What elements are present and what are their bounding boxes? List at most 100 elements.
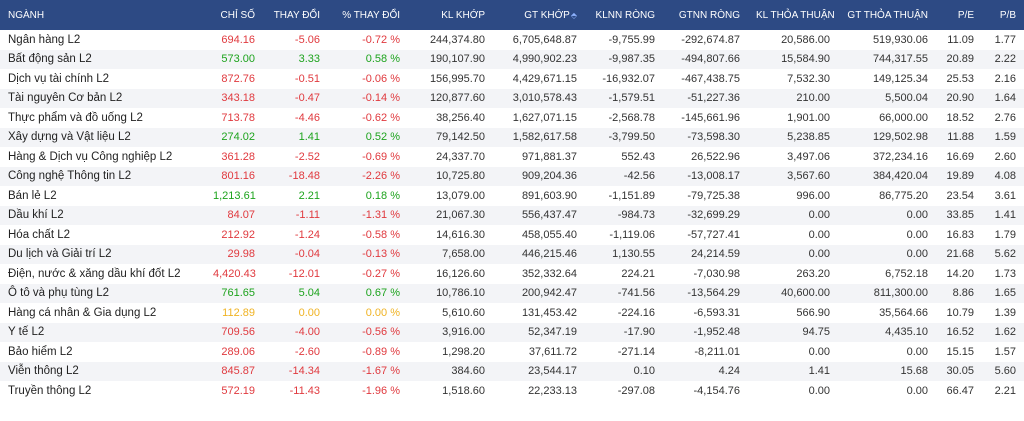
kl-khop-cell: 156,995.70 bbox=[429, 72, 485, 85]
pb-cell: 1.59 bbox=[994, 131, 1016, 144]
change-cell: -0.51 bbox=[294, 72, 320, 85]
table-row[interactable]: Điện, nước & xăng dầu khí đốt L2 4,420.43… bbox=[0, 264, 1024, 284]
table-row[interactable]: Bán lẻ L2 1,213.61 2.21 0.18 % 13,079.00 891,… bbox=[0, 186, 1024, 206]
change-cell: -14.34 bbox=[288, 365, 320, 378]
sector-name-cell[interactable]: Hóa chất L2 bbox=[8, 228, 71, 241]
header-change[interactable]: THAY ĐỔI bbox=[273, 9, 320, 21]
pb-cell: 2.21 bbox=[994, 384, 1016, 397]
table-row[interactable]: Thực phẩm và đồ uống L2 713.78 -4.46 -0.62 … bbox=[0, 108, 1024, 128]
index-cell: 274.02 bbox=[221, 131, 255, 144]
table-row[interactable]: Tài nguyên Cơ bản L2 343.18 -0.47 -0.14 % 12… bbox=[0, 88, 1024, 108]
header-klnn-rong[interactable]: KLNN RÒNG bbox=[595, 9, 655, 21]
sector-name-cell[interactable]: Du lịch và Giải trí L2 bbox=[8, 248, 112, 261]
sector-name-cell[interactable]: Dịch vụ tài chính L2 bbox=[8, 72, 110, 85]
klnn-rong-cell: 1,130.55 bbox=[612, 248, 655, 261]
table-row[interactable]: Dịch vụ tài chính L2 872.76 -0.51 -0.06 % 15… bbox=[0, 69, 1024, 89]
table-row[interactable]: Hóa chất L2 212.92 -1.24 -0.58 % 14,616.30 45… bbox=[0, 225, 1024, 245]
table-row[interactable]: Ngân hàng L2 694.16 -5.06 -0.72 % 244,374.80… bbox=[0, 30, 1024, 50]
index-cell: 289.06 bbox=[221, 345, 255, 358]
pb-cell: 3.61 bbox=[994, 189, 1016, 202]
kl-thoa-thuan-cell: 3,567.60 bbox=[787, 170, 830, 183]
table-row[interactable]: Hàng cá nhân & Gia dụng L2 112.89 0.00 0.00… bbox=[0, 303, 1024, 323]
klnn-rong-cell: -984.73 bbox=[617, 209, 655, 222]
change-cell: -1.24 bbox=[294, 228, 320, 241]
header-pe[interactable]: P/E bbox=[957, 9, 974, 21]
table-row[interactable]: Bất động sản L2 573.00 3.33 0.58 % 190,107.9… bbox=[0, 49, 1024, 69]
index-cell: 713.78 bbox=[221, 111, 255, 124]
change-cell: 3.33 bbox=[298, 53, 320, 66]
sector-name-cell[interactable]: Thực phẩm và đồ uống L2 bbox=[8, 111, 143, 124]
table-row[interactable]: Y tế L2 709.56 -4.00 -0.56 % 3,916.00 52,347.… bbox=[0, 322, 1024, 342]
sector-name-cell[interactable]: Bất động sản L2 bbox=[8, 53, 92, 66]
pct-change-cell: -1.31 % bbox=[362, 209, 400, 222]
sector-name-cell[interactable]: Điện, nước & xăng dầu khí đốt L2 bbox=[8, 267, 181, 280]
table-row[interactable]: Ô tô và phụ tùng L2 761.65 5.04 0.67 % 10,78… bbox=[0, 283, 1024, 303]
gt-thoa-thuan-cell: 86,775.20 bbox=[879, 189, 928, 202]
gt-thoa-thuan-cell: 0.00 bbox=[906, 345, 928, 358]
sector-name-cell[interactable]: Công nghệ Thông tin L2 bbox=[8, 170, 132, 183]
kl-khop-cell: 120,877.60 bbox=[429, 92, 485, 105]
header-kl-khop[interactable]: KL KHỚP bbox=[441, 9, 485, 21]
header-kl-thoa-thuan[interactable]: KL THỎA THUẬN bbox=[756, 9, 835, 21]
index-cell: 801.16 bbox=[221, 170, 255, 183]
table-row[interactable]: Dầu khí L2 84.07 -1.11 -1.31 % 21,067.30 556,… bbox=[0, 205, 1024, 225]
sector-name-cell[interactable]: Truyền thông L2 bbox=[8, 384, 92, 397]
pct-change-cell: -0.58 % bbox=[362, 228, 400, 241]
header-pct-change[interactable]: % THAY ĐỔI bbox=[342, 9, 400, 21]
klnn-rong-cell: -2,568.78 bbox=[608, 111, 655, 124]
kl-thoa-thuan-cell: 3,497.06 bbox=[787, 150, 830, 163]
pe-cell: 14.20 bbox=[946, 267, 974, 280]
header-index[interactable]: CHỈ SỐ bbox=[220, 9, 255, 21]
pct-change-cell: 0.00 % bbox=[365, 306, 400, 319]
table-row[interactable]: Du lịch và Giải trí L2 29.98 -0.04 -0.13 % 7… bbox=[0, 244, 1024, 264]
kl-khop-cell: 244,374.80 bbox=[429, 33, 485, 46]
table-row[interactable]: Truyền thông L2 572.19 -11.43 -1.96 % 1,518.… bbox=[0, 381, 1024, 401]
kl-thoa-thuan-cell: 15,584.90 bbox=[781, 53, 830, 66]
table-row[interactable]: Viễn thông L2 845.87 -14.34 -1.67 % 384.60 23… bbox=[0, 361, 1024, 381]
header-name[interactable]: NGÀNH bbox=[8, 9, 45, 21]
sector-name-cell[interactable]: Viễn thông L2 bbox=[8, 365, 79, 378]
pe-cell: 16.69 bbox=[946, 150, 974, 163]
table-row[interactable]: Xây dựng và Vật liệu L2 274.02 1.41 0.52 % 7… bbox=[0, 127, 1024, 147]
table-row[interactable]: Bảo hiểm L2 289.06 -2.60 -0.89 % 1,298.20 37,… bbox=[0, 342, 1024, 362]
kl-khop-cell: 16,126.60 bbox=[436, 267, 485, 280]
index-cell: 573.00 bbox=[221, 53, 255, 66]
sector-name-cell[interactable]: Tài nguyên Cơ bản L2 bbox=[8, 92, 123, 105]
kl-khop-cell: 14,616.30 bbox=[436, 228, 485, 241]
pb-cell: 1.57 bbox=[994, 345, 1016, 358]
change-cell: -0.47 bbox=[294, 92, 320, 105]
gt-thoa-thuan-cell: 35,564.66 bbox=[879, 306, 928, 319]
gtnn-rong-cell: -467,438.75 bbox=[681, 72, 740, 85]
gt-khop-cell: 891,603.90 bbox=[521, 189, 577, 202]
klnn-rong-cell: -224.16 bbox=[617, 306, 655, 319]
sector-name-cell[interactable]: Ngân hàng L2 bbox=[8, 33, 81, 46]
pe-cell: 10.79 bbox=[946, 306, 974, 319]
pe-cell: 20.89 bbox=[946, 53, 974, 66]
sector-name-cell[interactable]: Bảo hiểm L2 bbox=[8, 345, 73, 358]
gt-thoa-thuan-cell: 384,420.04 bbox=[872, 170, 928, 183]
sector-name-cell[interactable]: Ô tô và phụ tùng L2 bbox=[8, 287, 110, 300]
pe-cell: 15.15 bbox=[946, 345, 974, 358]
header-gt-khop[interactable]: GT KHỚP⬘ bbox=[493, 0, 585, 30]
sector-name-cell[interactable]: Hàng cá nhân & Gia dụng L2 bbox=[8, 306, 157, 319]
pb-cell: 2.76 bbox=[994, 111, 1016, 124]
kl-thoa-thuan-cell: 0.00 bbox=[808, 209, 830, 222]
header-gtnn-rong[interactable]: GTNN RÒNG bbox=[678, 9, 740, 21]
header-gt-thoa-thuan[interactable]: GT THỎA THUẬN bbox=[847, 9, 928, 21]
pe-cell: 19.89 bbox=[946, 170, 974, 183]
sector-name-cell[interactable]: Bán lẻ L2 bbox=[8, 189, 57, 202]
gt-thoa-thuan-cell: 6,752.18 bbox=[885, 267, 928, 280]
pb-cell: 1.73 bbox=[994, 267, 1016, 280]
gt-khop-cell: 458,055.40 bbox=[521, 228, 577, 241]
pe-cell: 20.90 bbox=[946, 92, 974, 105]
sector-name-cell[interactable]: Hàng & Dịch vụ Công nghiệp L2 bbox=[8, 150, 173, 163]
sector-name-cell[interactable]: Dầu khí L2 bbox=[8, 209, 64, 222]
table-row[interactable]: Công nghệ Thông tin L2 801.16 -18.48 -2.26 … bbox=[0, 166, 1024, 186]
table-row[interactable]: Hàng & Dịch vụ Công nghiệp L2 361.28 -2.52… bbox=[0, 147, 1024, 167]
sector-name-cell[interactable]: Y tế L2 bbox=[8, 326, 45, 339]
index-cell: 84.07 bbox=[227, 209, 255, 222]
sort-icon[interactable]: ⬘ bbox=[570, 10, 577, 20]
change-cell: -18.48 bbox=[288, 170, 320, 183]
header-pb[interactable]: P/B bbox=[999, 9, 1016, 21]
sector-name-cell[interactable]: Xây dựng và Vật liệu L2 bbox=[8, 131, 131, 144]
